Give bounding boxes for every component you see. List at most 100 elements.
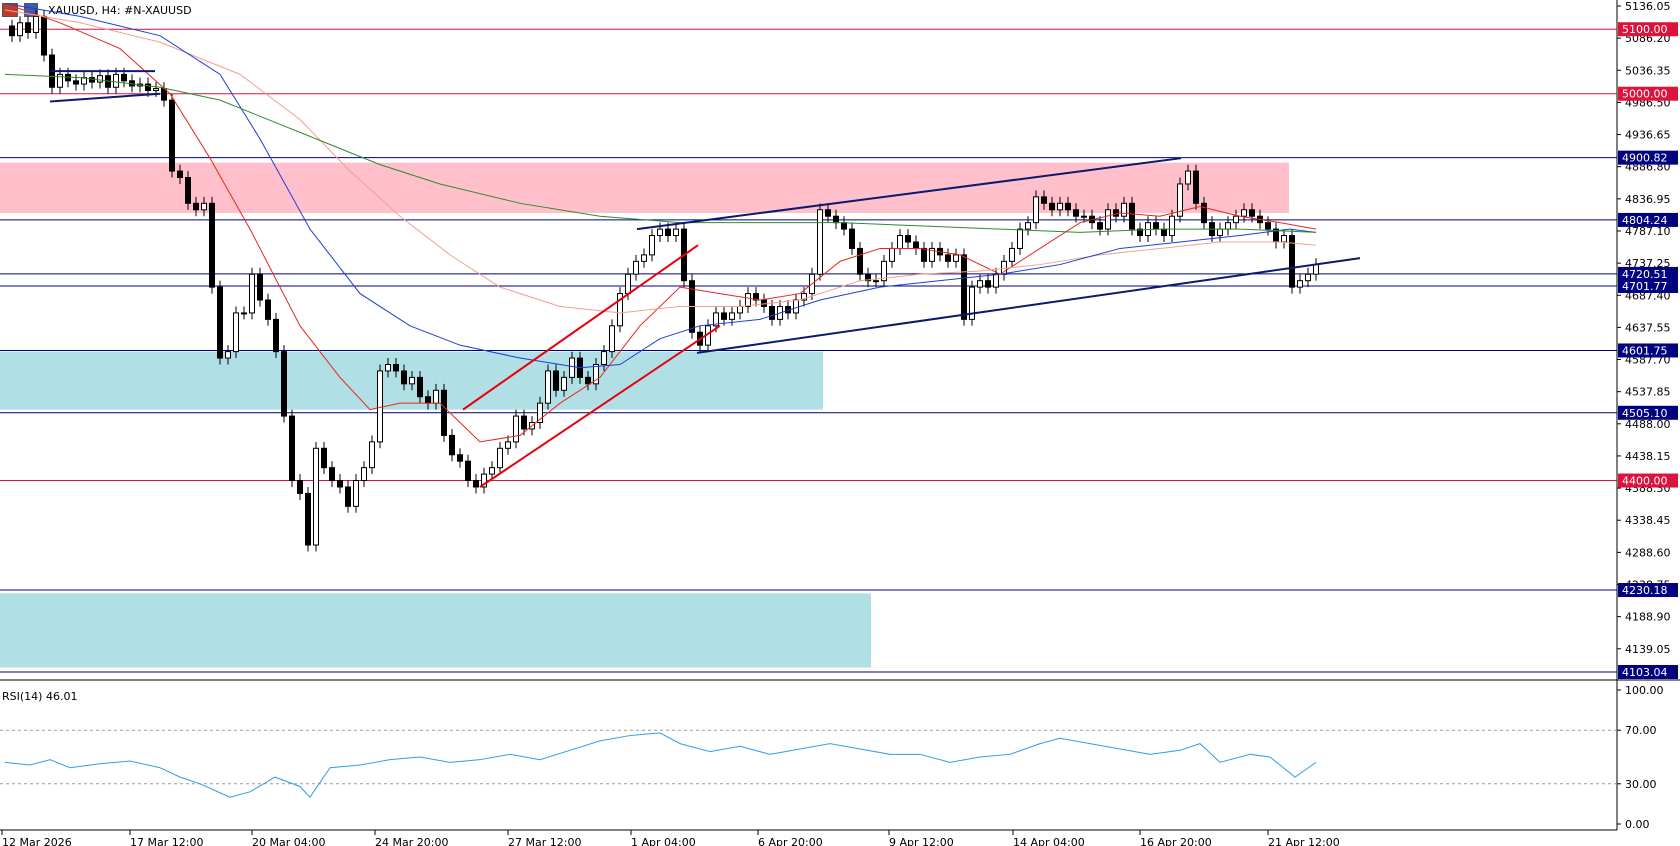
level-tag-label: 4720.51 [1622,268,1668,281]
candle-body [753,293,759,301]
candle-body [209,202,215,288]
candle-body [201,202,207,211]
rsi-tick-label: 30.00 [1625,778,1657,791]
candle-body [489,467,495,475]
candle-body [33,15,39,33]
price-tick-label: 4537.85 [1625,386,1671,399]
candle-body [537,402,543,424]
rsi-label: RSI(14) 46.01 [2,690,77,703]
price-tick-label: 4836.95 [1625,193,1671,206]
candle-body [473,480,479,488]
candle-body [153,88,159,91]
price-zone [0,593,871,668]
time-tick-label: 20 Mar 04:00 [252,836,325,846]
candle-body [505,441,511,449]
candle-body [561,376,567,391]
candle-body [225,351,231,359]
candle-body [97,75,103,83]
candle-body [1233,215,1239,224]
channel-lower-red[interactable] [479,324,721,488]
candle-body [265,299,271,320]
candle-body [1129,202,1135,230]
candle-body [241,312,247,315]
price-tick-label: 5136.05 [1625,0,1671,13]
candle-body [257,273,263,301]
candle-body [881,260,887,282]
rsi-tick-label: 0.00 [1625,818,1650,831]
candle-body [297,480,303,494]
candle-body [113,73,119,88]
candle-body [849,228,855,249]
candle-body [449,434,455,456]
candle-body [673,228,679,237]
candle-body [961,254,967,320]
candle-body [593,363,599,385]
candle-body [649,235,655,256]
candle-body [1313,264,1319,275]
candle-body [921,247,927,262]
rsi-tick-label: 100.00 [1625,684,1664,697]
level-tag-label: 4505.10 [1622,407,1668,420]
level-tag-label: 4400.00 [1622,475,1668,488]
candle-body [977,280,983,288]
candle-body [305,492,311,546]
candle-body [905,235,911,243]
candle-body [497,447,503,469]
level-tag-label: 4230.18 [1622,584,1668,597]
level-tag-label: 5100.00 [1622,23,1668,36]
candle-body [1297,280,1303,288]
candle-body [1169,215,1175,237]
candle-body [617,293,623,327]
candle-body [1049,202,1055,211]
candle-body [1105,209,1111,230]
candle-body [633,260,639,275]
time-tick-label: 1 Apr 04:00 [631,836,696,846]
candle-body [289,415,295,482]
channel-upper-navy[interactable] [636,157,1182,231]
candle-body [745,293,751,307]
candle-body [553,370,559,391]
candle-body [513,415,519,443]
price-tick-label: 4338.45 [1625,514,1671,527]
candle-body [1193,170,1199,204]
candle-body [73,80,79,85]
time-tick-label: 24 Mar 20:00 [375,836,448,846]
time-tick-label: 14 Apr 04:00 [1013,836,1085,846]
candle-body [1009,247,1015,262]
price-tick-label: 4438.15 [1625,450,1671,463]
candle-body [953,254,959,262]
candle-body [249,273,255,314]
range-bottom-line[interactable] [49,92,161,103]
ma-medium-line [4,2,1317,369]
candle-body [217,286,223,359]
candle-body [1017,228,1023,249]
channel-upper-red[interactable] [462,244,699,411]
time-tick-label: 27 Mar 12:00 [508,836,581,846]
candle-body [993,273,999,288]
candle-body [913,241,919,249]
candle-body [385,363,391,372]
candle-body [145,83,151,91]
price-tick-label: 4737.25 [1625,257,1671,270]
candle-body [817,209,823,275]
level-tag-label: 4601.75 [1622,344,1668,357]
candle-body [665,228,671,237]
level-tag [1618,473,1678,488]
candle-body [353,480,359,507]
level-tag [1618,278,1678,293]
candle-body [929,247,935,262]
candle-body [1217,228,1223,237]
candle-body [433,389,439,404]
price-tick-label: 4188.90 [1625,611,1671,624]
candle-body [737,305,743,314]
candle-body [1201,202,1207,224]
channel-lower-navy[interactable] [696,257,1361,354]
candle-body [1241,209,1247,217]
candle-body [1073,209,1079,217]
candle-body [313,447,319,546]
candle-body [361,467,367,482]
candle-body [193,202,199,211]
candle-body [1121,202,1127,217]
level-tag-label: 4804.24 [1622,214,1668,227]
